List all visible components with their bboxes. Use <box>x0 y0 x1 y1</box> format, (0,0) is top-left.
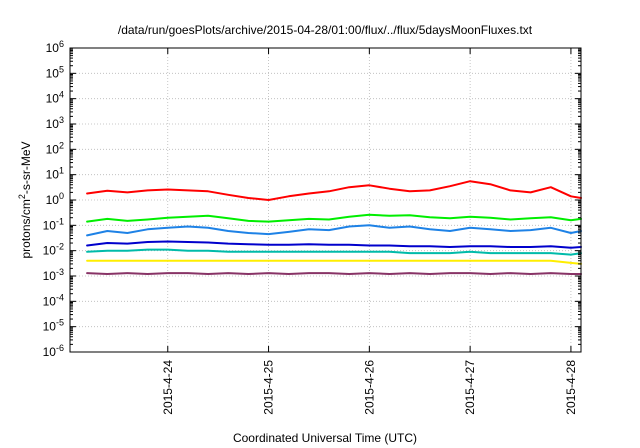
series-line-3 <box>86 240 582 249</box>
chart-title: /data/run/goesPlots/archive/2015-04-28/0… <box>118 23 533 37</box>
series-line-0 <box>86 180 582 201</box>
y-tick-label: 10-5 <box>43 318 64 334</box>
y-axis-label: protons/cm2-s-sr-MeV <box>17 141 33 258</box>
x-axis-label: Coordinated Universal Time (UTC) <box>233 431 417 445</box>
series-line-4 <box>86 248 582 256</box>
y-tick-label: 10-1 <box>43 216 64 232</box>
series-line-2 <box>86 224 582 237</box>
y-tick-label: 103 <box>46 115 64 131</box>
y-tick-label: 10-2 <box>43 242 64 258</box>
series-line-5 <box>86 259 582 265</box>
x-axis: 2015-4-24 2015-4-25 2015-4-26 2015-4-27 2015… <box>161 48 578 415</box>
x-tick-label: 2015-4-28 <box>564 360 578 415</box>
grid <box>70 48 581 352</box>
y-tick-label: 10-6 <box>43 343 64 359</box>
y-tick-label: 106 <box>46 39 64 55</box>
x-tick-label: 2015-4-25 <box>262 360 276 415</box>
y-tick-label: 102 <box>46 140 64 156</box>
series-line-1 <box>86 213 582 223</box>
y-tick-label: 10-4 <box>43 292 64 308</box>
series-line-6 <box>86 272 582 275</box>
y-tick-label: 104 <box>46 90 64 106</box>
y-tick-label: 10-3 <box>43 267 64 283</box>
x-tick-label: 2015-4-27 <box>463 360 477 415</box>
y-tick-label: 100 <box>46 191 64 207</box>
y-tick-label: 105 <box>46 64 64 80</box>
x-tick-label: 2015-4-26 <box>362 360 376 415</box>
x-tick-label: 2015-4-24 <box>161 360 175 415</box>
y-axis: 106 105 104 103 102 101 100 10-1 10-2 10-3 10-4 10-… <box>43 39 581 359</box>
y-tick-label: 101 <box>46 166 64 182</box>
series-group <box>86 180 582 275</box>
